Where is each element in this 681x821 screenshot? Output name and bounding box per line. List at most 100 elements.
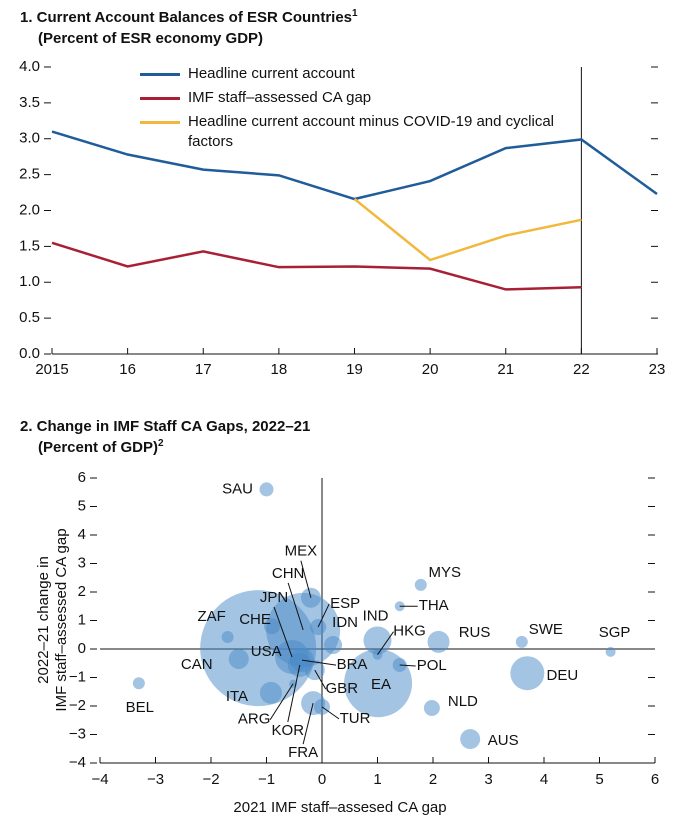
title-note: 1 bbox=[352, 8, 358, 19]
title-text: 1. Current Account Balances of ESR Count… bbox=[20, 9, 353, 26]
bubble bbox=[259, 681, 282, 704]
chart-subtitle: (Percent of ESR economy GDP) bbox=[38, 30, 264, 47]
x-tick-label: 17 bbox=[195, 361, 212, 378]
leader-line bbox=[273, 606, 293, 658]
point-label: CHE bbox=[239, 611, 271, 628]
point-label: KOR bbox=[272, 722, 305, 739]
series-line bbox=[51, 241, 582, 291]
x-tick-label: 21 bbox=[497, 361, 514, 378]
x-tick-label: 4 bbox=[540, 771, 548, 788]
x-tick-label: −4 bbox=[91, 771, 108, 788]
leader-line bbox=[377, 631, 394, 655]
x-tick-label: 1 bbox=[373, 771, 381, 788]
x-tick-label: 23 bbox=[649, 361, 666, 378]
point-label: CHN bbox=[272, 565, 305, 582]
y-tick-label: 0.0 bbox=[19, 345, 40, 362]
bubble bbox=[259, 482, 274, 497]
chart-subtitle: (Percent of GDP)2 bbox=[38, 438, 164, 456]
series-line bbox=[353, 198, 582, 262]
y-tick-label: 6 bbox=[78, 469, 86, 486]
point-label: USA bbox=[251, 643, 282, 660]
legend-swatch bbox=[140, 97, 180, 100]
point-label: BRA bbox=[337, 656, 368, 673]
y-tick-label: 2.0 bbox=[19, 201, 40, 218]
x-tick-label: −3 bbox=[147, 771, 164, 788]
point-label: JPN bbox=[260, 589, 288, 606]
point-label: IND bbox=[363, 607, 389, 624]
y-tick-label: 1 bbox=[78, 611, 86, 628]
x-tick-label: −2 bbox=[202, 771, 219, 788]
y-tick-label: 5 bbox=[78, 497, 86, 514]
legend-item: Headline current account bbox=[140, 64, 560, 84]
point-label: SWE bbox=[529, 621, 563, 638]
point-label: IDN bbox=[332, 614, 358, 631]
bubble bbox=[423, 699, 440, 716]
legend-item: Headline current account minus COVID-19 … bbox=[140, 112, 560, 152]
x-tick-label: 19 bbox=[346, 361, 363, 378]
point-label: BEL bbox=[126, 699, 154, 716]
x-tick-label: 3 bbox=[484, 771, 492, 788]
y-tick-label: 1.5 bbox=[19, 237, 40, 254]
leader-line bbox=[287, 582, 304, 631]
bubble bbox=[363, 626, 392, 655]
bubble bbox=[132, 677, 145, 690]
subtitle-note: 2 bbox=[158, 438, 164, 449]
point-label: CAN bbox=[181, 656, 213, 673]
y-tick-label: 3 bbox=[78, 554, 86, 571]
point-label: AUS bbox=[488, 732, 519, 749]
legend-swatch bbox=[140, 121, 180, 124]
x-tick-label: −1 bbox=[258, 771, 275, 788]
legend-item: IMF staff–assessed CA gap bbox=[140, 88, 560, 108]
bubble bbox=[605, 646, 616, 657]
y-axis-label: IMF staff–assessed CA gap bbox=[53, 528, 70, 711]
x-tick-label: 0 bbox=[318, 771, 326, 788]
leader-line bbox=[287, 664, 301, 723]
y-tick-label: −2 bbox=[69, 697, 86, 714]
leader-line bbox=[321, 706, 340, 720]
x-tick-label: 5 bbox=[595, 771, 603, 788]
legend: Headline current account IMF staff–assess… bbox=[140, 64, 560, 156]
point-label: EA bbox=[371, 676, 391, 693]
point-label: ARG bbox=[238, 711, 271, 728]
legend-label: IMF staff–assessed CA gap bbox=[188, 89, 372, 106]
point-label: SAU bbox=[222, 480, 253, 497]
bubble bbox=[510, 656, 545, 691]
subtitle-text: (Percent of GDP) bbox=[38, 439, 159, 456]
point-label: RUS bbox=[459, 624, 491, 641]
leader-line bbox=[301, 659, 337, 666]
x-tick-label: 2 bbox=[429, 771, 437, 788]
x-tick-label: 6 bbox=[651, 771, 659, 788]
x-axis-label: 2021 IMF staff–assesed CA gap bbox=[233, 799, 446, 816]
x-tick-label: 2015 bbox=[35, 361, 68, 378]
x-tick-label: 22 bbox=[573, 361, 590, 378]
legend-swatch bbox=[140, 73, 180, 76]
y-tick-label: −4 bbox=[69, 754, 86, 771]
point-label: SGP bbox=[599, 624, 631, 641]
chart-title: 1. Current Account Balances of ESR Count… bbox=[20, 8, 358, 26]
bubble bbox=[460, 729, 481, 750]
legend-label: Headline current account minus COVID-19 … bbox=[188, 113, 554, 150]
point-label: DEU bbox=[547, 667, 579, 684]
point-label: ZAF bbox=[197, 608, 225, 625]
x-tick-label: 20 bbox=[422, 361, 439, 378]
point-label: MYS bbox=[429, 564, 462, 581]
point-label: HKG bbox=[393, 623, 426, 640]
point-label: THA bbox=[419, 597, 449, 614]
x-tick-label: 16 bbox=[119, 361, 136, 378]
y-tick-label: 3.0 bbox=[19, 130, 40, 147]
y-tick-label: 1.0 bbox=[19, 273, 40, 290]
bubble bbox=[515, 635, 528, 648]
point-label: MEX bbox=[285, 543, 318, 560]
legend-label: Headline current account bbox=[188, 65, 355, 82]
bubble bbox=[200, 590, 317, 707]
point-label: GBR bbox=[326, 680, 359, 697]
y-tick-label: 2 bbox=[78, 583, 86, 600]
leader-line bbox=[302, 703, 314, 745]
y-tick-label: 0 bbox=[78, 640, 86, 657]
point-label: FRA bbox=[288, 744, 318, 761]
y-tick-label: −1 bbox=[69, 668, 86, 685]
point-label: POL bbox=[417, 657, 447, 674]
x-tick-label: 18 bbox=[271, 361, 288, 378]
